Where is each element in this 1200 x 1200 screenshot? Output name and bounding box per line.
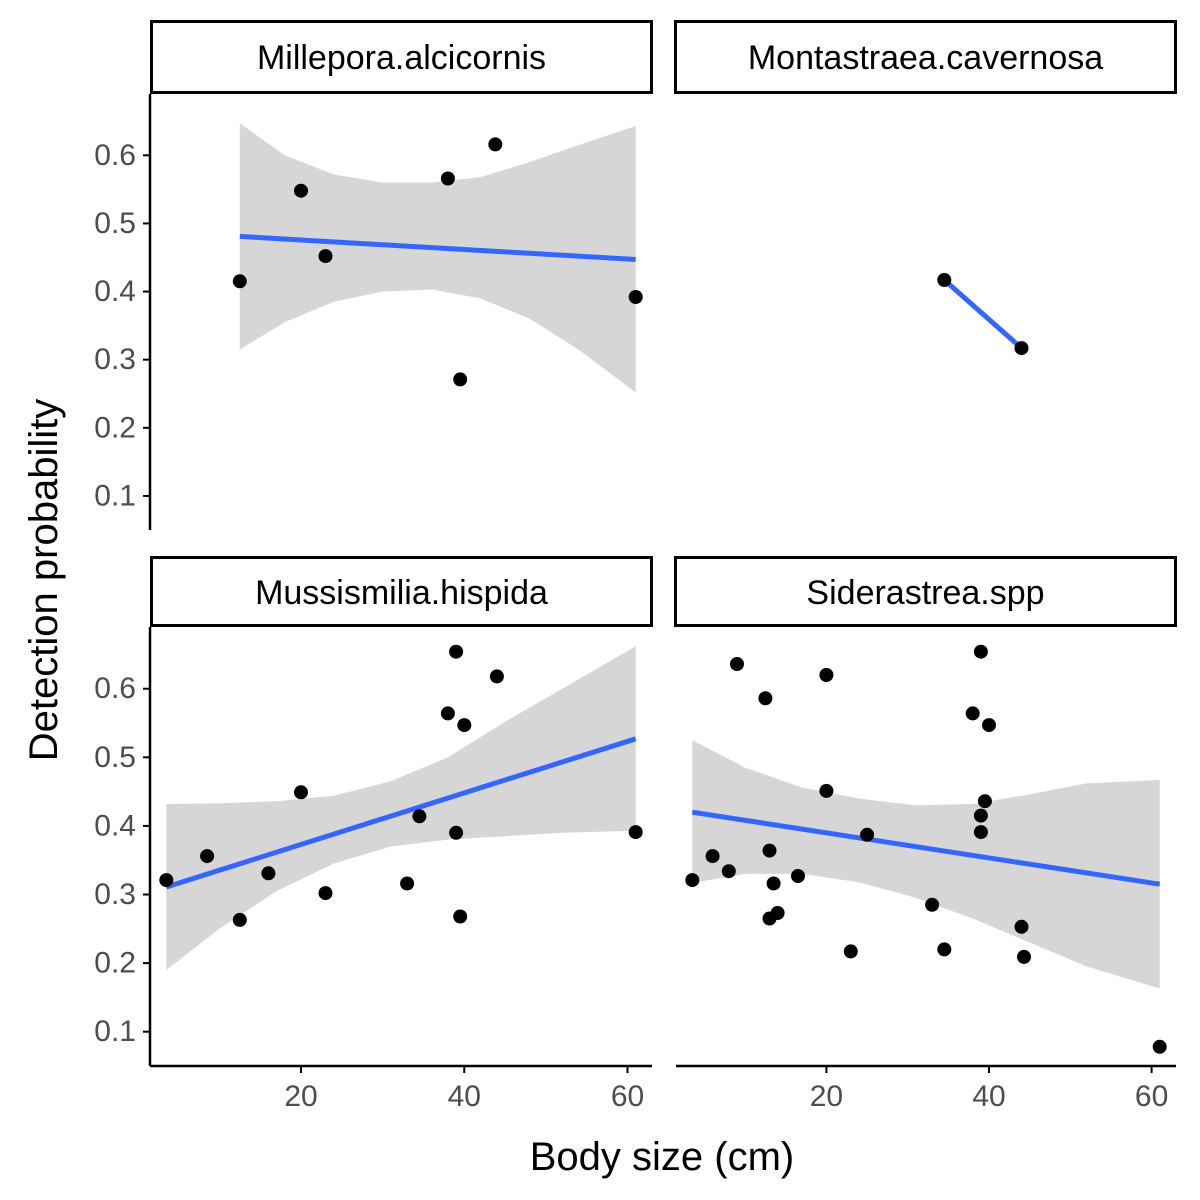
regression-line: [942, 278, 1024, 350]
data-point: [200, 849, 215, 864]
data-point: [685, 873, 700, 888]
data-point: [261, 866, 276, 881]
facet-strip-4: [674, 556, 1177, 627]
data-point: [977, 794, 992, 809]
data-point: [843, 944, 858, 959]
confidence-band: [692, 740, 1160, 989]
facet-panel-1: Millepora.alcicornis: [150, 20, 653, 393]
y-tick-label: 0.3: [94, 878, 136, 911]
data-point: [973, 644, 988, 659]
y-tick-label: 0.6: [94, 672, 136, 705]
y-tick-label: 0.5: [94, 741, 136, 774]
y-tick-label: 0.2: [94, 411, 136, 444]
data-point: [973, 808, 988, 823]
facet-strip-2: [674, 20, 1177, 94]
data-point: [449, 644, 464, 659]
confidence-band: [239, 123, 636, 393]
x-tick-label: 60: [611, 1080, 644, 1113]
data-point: [730, 657, 744, 671]
regression-line: [165, 736, 637, 890]
data-point: [937, 942, 952, 957]
data-point: [965, 706, 980, 721]
data-point: [488, 137, 503, 152]
facet-strip-3: [150, 556, 653, 627]
data-point: [159, 873, 174, 888]
x-tick-label: 20: [810, 1080, 843, 1113]
data-point: [925, 897, 940, 912]
confidence-band: [166, 646, 636, 970]
y-tick-label: 0.6: [94, 139, 136, 172]
data-point: [1017, 949, 1031, 964]
data-point: [762, 843, 777, 858]
regression-line: [691, 809, 1161, 887]
data-point: [705, 849, 720, 864]
data-point: [440, 706, 455, 721]
data-point: [489, 669, 504, 684]
y-tick-label: 0.1: [94, 479, 136, 512]
data-point: [232, 274, 247, 289]
data-point: [453, 372, 468, 387]
data-point: [973, 825, 988, 840]
regression-line: [239, 233, 636, 262]
y-tick-label: 0.5: [94, 207, 136, 240]
data-point: [440, 171, 455, 186]
y-tick-label: 0.1: [94, 1015, 136, 1048]
x-tick-label: 40: [448, 1080, 481, 1113]
data-point: [1014, 919, 1029, 934]
data-point: [721, 864, 736, 879]
facet-title-2: Montastraea.cavernosa: [748, 39, 1103, 77]
facet-plot-4: [685, 644, 1167, 1054]
data-point: [400, 876, 415, 891]
facet-plot-2: [937, 273, 1029, 356]
facet-title-3: Mussismilia.hispida: [255, 574, 548, 612]
facet-strip-1: [150, 20, 653, 94]
data-point: [457, 718, 472, 733]
data-point: [628, 290, 643, 304]
y-tick-label: 0.2: [94, 947, 136, 980]
x-tick-label: 20: [284, 1080, 317, 1113]
data-point: [1152, 1039, 1167, 1054]
data-point: [294, 183, 308, 198]
data-point: [294, 785, 308, 800]
facet-title-4: Siderastrea.spp: [806, 574, 1044, 612]
y-tick-label: 0.4: [94, 809, 136, 842]
data-point: [1014, 341, 1029, 356]
data-point: [758, 691, 773, 706]
y-tick-label: 0.3: [94, 343, 136, 376]
axes: 0.1 0.2 0.3 0.4 0.5 0.6 0.1 0.2 0.3 0.4 0.5 0.6 20 40…: [94, 94, 1176, 1113]
data-point: [412, 809, 427, 824]
facet-panel-3: Mussismilia.hispida: [150, 556, 653, 970]
x-axis-title: Body size (cm): [530, 1135, 795, 1179]
facet-panel-4: Siderastrea.spp: [674, 556, 1177, 1054]
data-point: [770, 906, 785, 920]
data-point: [628, 825, 643, 840]
data-point: [453, 909, 468, 924]
data-point: [766, 876, 781, 891]
data-point: [791, 869, 805, 883]
facet-plot-1: [232, 123, 643, 393]
facet-title-1: Millepora.alcicornis: [257, 39, 546, 77]
facet-plot-3: [159, 644, 643, 970]
data-point: [449, 825, 464, 840]
data-point: [937, 273, 952, 287]
x-tick-label: 40: [972, 1080, 1005, 1113]
y-tick-label: 0.4: [94, 275, 136, 308]
data-point: [318, 249, 333, 264]
data-point: [860, 827, 875, 842]
data-point: [318, 886, 333, 901]
facet-panel-2: Montastraea.cavernosa: [674, 20, 1177, 356]
data-point: [232, 912, 247, 927]
data-point: [982, 718, 996, 733]
x-tick-label: 60: [1135, 1080, 1168, 1113]
data-point: [819, 668, 834, 682]
y-axis-title: Detection probability: [22, 399, 66, 761]
data-point: [819, 783, 834, 798]
